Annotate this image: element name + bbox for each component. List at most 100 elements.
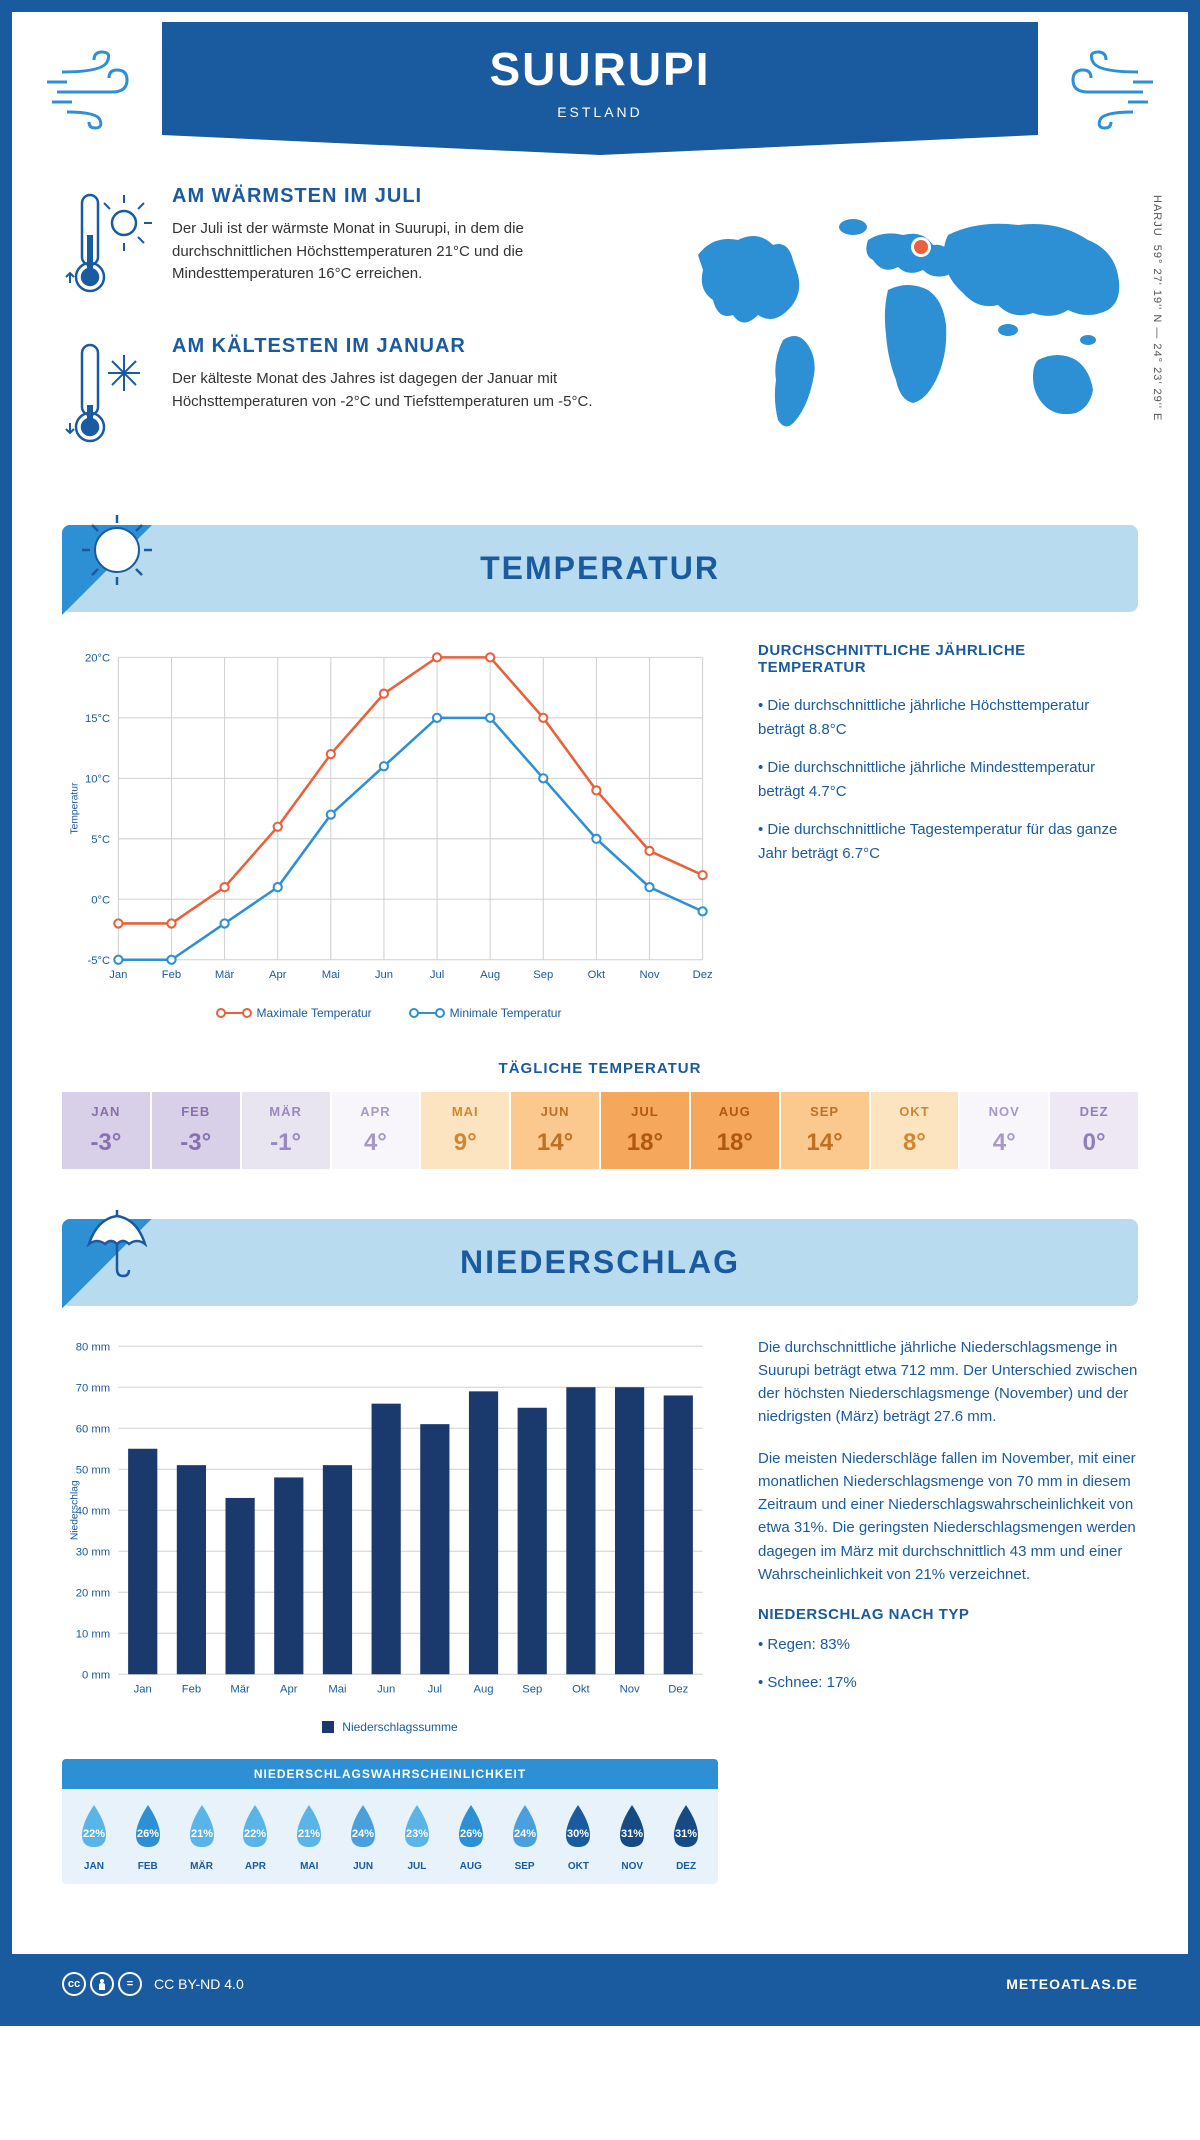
legend-max: .legend-item:nth-child(1) .legend-line::… — [219, 1006, 372, 1020]
svg-text:22%: 22% — [244, 1828, 266, 1840]
precip-bar-chart: 0 mm10 mm20 mm30 mm40 mm50 mm60 mm70 mm8… — [62, 1336, 718, 1705]
prob-cell: 21%MAI — [282, 1801, 336, 1872]
svg-text:31%: 31% — [675, 1828, 697, 1840]
svg-text:5°C: 5°C — [91, 834, 110, 846]
svg-text:10 mm: 10 mm — [76, 1628, 110, 1640]
svg-text:80 mm: 80 mm — [76, 1341, 110, 1353]
intro-left: AM WÄRMSTEN IM JULI Der Juli ist der wär… — [62, 185, 618, 485]
svg-text:20°C: 20°C — [85, 652, 110, 664]
temp-cell: MÄR-1° — [242, 1092, 330, 1169]
legend-precip: Niederschlagssumme — [322, 1720, 457, 1734]
temp-info-title: DURCHSCHNITTLICHE JÄHRLICHE TEMPERATUR — [758, 642, 1138, 676]
map-area: HARJU 59° 27' 19'' N — 24° 23' 29'' E — [658, 185, 1138, 485]
svg-text:30 mm: 30 mm — [76, 1546, 110, 1558]
temp-info-list: Die durchschnittliche jährliche Höchstte… — [758, 694, 1138, 866]
page-subtitle: ESTLAND — [162, 104, 1038, 120]
prob-cell: 21%MÄR — [175, 1801, 229, 1872]
header: SUURUPI ESTLAND — [162, 22, 1038, 155]
svg-text:10°C: 10°C — [85, 773, 110, 785]
svg-text:Mai: Mai — [328, 1683, 346, 1695]
umbrella-icon — [77, 1204, 157, 1284]
precip-section-header: NIEDERSCHLAG — [62, 1219, 1138, 1306]
svg-text:0°C: 0°C — [91, 894, 110, 906]
site-name: METEOATLAS.DE — [1006, 1976, 1138, 1992]
cc-icon: cc — [62, 1972, 86, 1996]
svg-text:Nov: Nov — [620, 1683, 640, 1695]
svg-text:31%: 31% — [621, 1828, 643, 1840]
temp-cell: JUL18° — [601, 1092, 689, 1169]
prob-cell: 23%JUL — [390, 1801, 444, 1872]
daily-temp-title: TÄGLICHE TEMPERATUR — [62, 1060, 1138, 1077]
temp-cell: FEB-3° — [152, 1092, 240, 1169]
precip-chart-row: 0 mm10 mm20 mm30 mm40 mm50 mm60 mm70 mm8… — [62, 1336, 1138, 1884]
svg-text:Niederschlag: Niederschlag — [69, 1480, 80, 1540]
svg-text:30%: 30% — [567, 1828, 589, 1840]
temp-info: DURCHSCHNITTLICHE JÄHRLICHE TEMPERATUR D… — [758, 642, 1138, 1020]
warmest-desc: Der Juli ist der wärmste Monat in Suurup… — [172, 218, 618, 286]
svg-text:Jan: Jan — [134, 1683, 152, 1695]
prob-grid: 22%JAN26%FEB21%MÄR22%APR21%MAI24%JUN23%J… — [62, 1789, 718, 1884]
coldest-text: AM KÄLTESTEN IM JANUAR Der kälteste Mona… — [172, 335, 618, 455]
footer: cc = CC BY-ND 4.0 METEOATLAS.DE — [12, 1954, 1188, 2014]
svg-text:24%: 24% — [352, 1828, 374, 1840]
svg-text:Dez: Dez — [693, 969, 713, 981]
thermometer-hot-icon — [62, 185, 152, 305]
wind-icon-right — [1038, 42, 1158, 142]
temp-cell: SEP14° — [781, 1092, 869, 1169]
svg-text:0 mm: 0 mm — [82, 1669, 110, 1681]
precip-snow: Schnee: 17% — [758, 1671, 1138, 1695]
svg-text:Aug: Aug — [474, 1683, 494, 1695]
prob-cell: 26%AUG — [444, 1801, 498, 1872]
svg-text:Feb: Feb — [162, 969, 181, 981]
license-text: CC BY-ND 4.0 — [154, 1976, 244, 1992]
svg-text:Sep: Sep — [522, 1683, 542, 1695]
temp-legend: .legend-item:nth-child(1) .legend-line::… — [62, 1006, 718, 1020]
prob-cell: 30%OKT — [551, 1801, 605, 1872]
sun-icon — [77, 510, 157, 590]
precip-rain: Regen: 83% — [758, 1633, 1138, 1657]
prob-cell: 24%SEP — [498, 1801, 552, 1872]
temp-section-header: TEMPERATUR — [62, 525, 1138, 612]
prob-cell: 31%NOV — [605, 1801, 659, 1872]
cc-icons: cc = — [62, 1972, 142, 1996]
world-map-icon — [658, 185, 1138, 455]
temp-cell: AUG18° — [691, 1092, 779, 1169]
svg-text:Dez: Dez — [668, 1683, 688, 1695]
svg-text:Mär: Mär — [215, 969, 235, 981]
svg-text:15°C: 15°C — [85, 713, 110, 725]
temp-line-chart: -5°C0°C5°C10°C15°C20°CJanFebMärAprMaiJun… — [62, 642, 718, 991]
precip-type-title: NIEDERSCHLAG NACH TYP — [758, 1606, 1138, 1623]
thermometer-cold-icon — [62, 335, 152, 455]
temp-cell: MAI9° — [421, 1092, 509, 1169]
temp-cell: OKT8° — [871, 1092, 959, 1169]
wind-icon-left — [42, 42, 162, 142]
svg-text:Mai: Mai — [322, 969, 340, 981]
temp-cell: NOV4° — [960, 1092, 1048, 1169]
prob-cell: 26%FEB — [121, 1801, 175, 1872]
warmest-block: AM WÄRMSTEN IM JULI Der Juli ist der wär… — [62, 185, 618, 305]
by-icon — [90, 1972, 114, 1996]
svg-text:Apr: Apr — [269, 969, 287, 981]
header-wrap: SUURUPI ESTLAND — [12, 12, 1188, 155]
coldest-desc: Der kälteste Monat des Jahres ist dagege… — [172, 368, 618, 413]
precip-info: Die durchschnittliche jährliche Niedersc… — [758, 1336, 1138, 1884]
svg-text:26%: 26% — [137, 1828, 159, 1840]
svg-text:Jan: Jan — [109, 969, 127, 981]
temp-cell: DEZ0° — [1050, 1092, 1138, 1169]
svg-text:Nov: Nov — [639, 969, 659, 981]
prob-cell: 22%JAN — [67, 1801, 121, 1872]
svg-text:Jul: Jul — [428, 1683, 442, 1695]
temp-chart-row: -5°C0°C5°C10°C15°C20°CJanFebMärAprMaiJun… — [62, 642, 1138, 1020]
precip-p1: Die durchschnittliche jährliche Niedersc… — [758, 1336, 1138, 1429]
svg-text:Temperatur: Temperatur — [69, 782, 80, 834]
daily-temp-grid: JAN-3°FEB-3°MÄR-1°APR4°MAI9°JUN14°JUL18°… — [62, 1092, 1138, 1169]
prob-cell: 24%JUN — [336, 1801, 390, 1872]
temp-cell: JAN-3° — [62, 1092, 150, 1169]
svg-text:Jul: Jul — [430, 969, 444, 981]
page: SUURUPI ESTLAND — [0, 0, 1200, 2026]
svg-text:23%: 23% — [406, 1828, 428, 1840]
svg-text:20 mm: 20 mm — [76, 1587, 110, 1599]
coordinates: HARJU 59° 27' 19'' N — 24° 23' 29'' E — [1151, 195, 1163, 421]
svg-text:Mär: Mär — [230, 1683, 250, 1695]
svg-text:24%: 24% — [514, 1828, 536, 1840]
